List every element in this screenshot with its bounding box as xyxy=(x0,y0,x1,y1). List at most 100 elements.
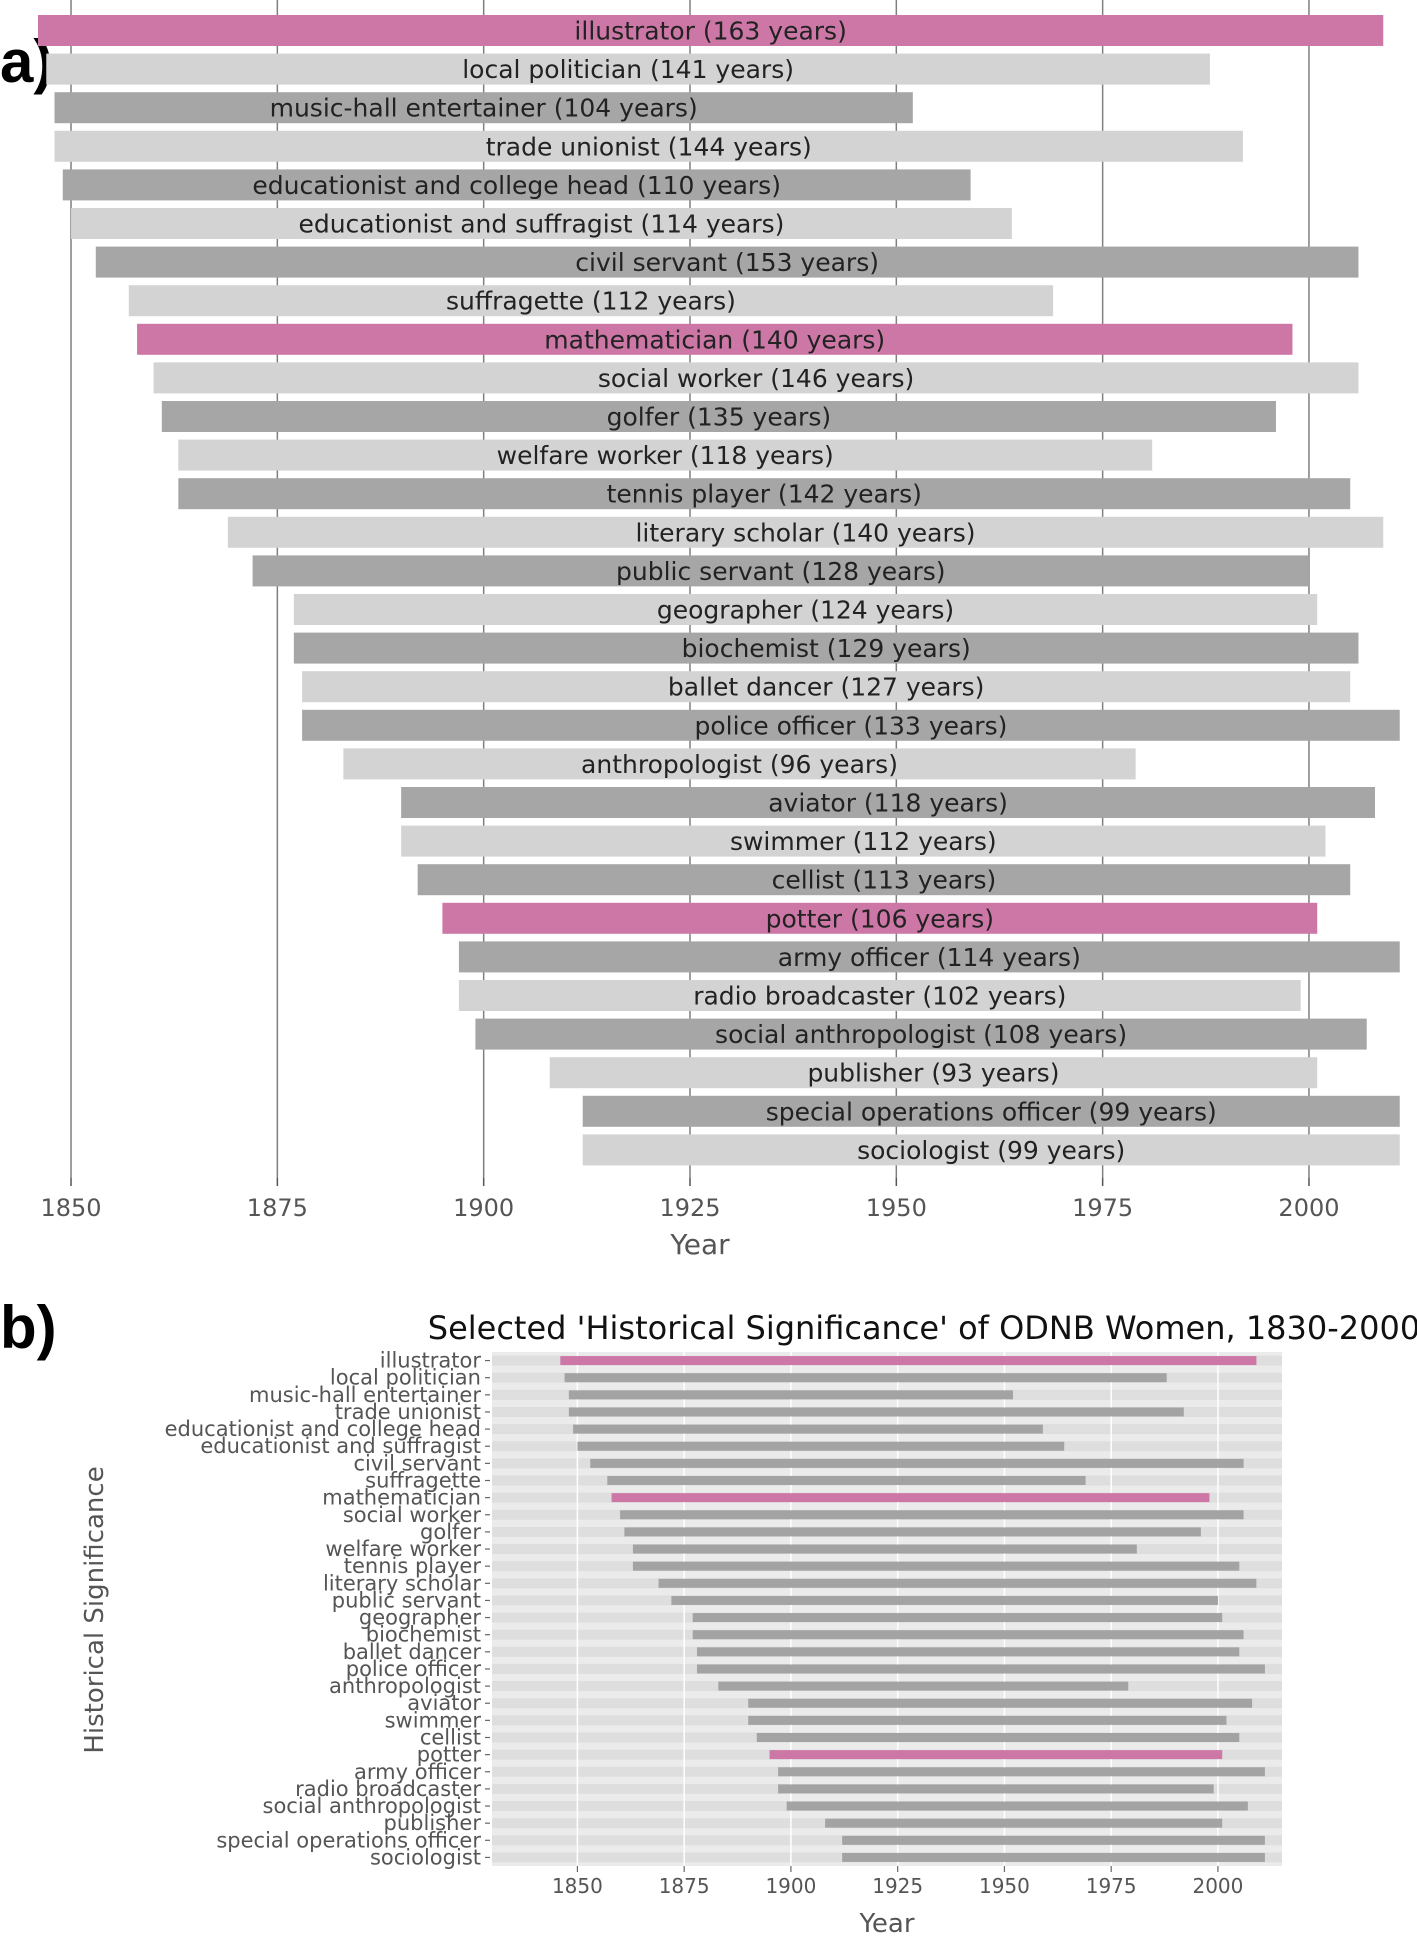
panel-a-bar-label-mathematician: mathematician (140 years) xyxy=(544,325,885,354)
panel-a-bars: illustrator (163 years) local politician … xyxy=(38,15,1400,1166)
panel-a-bar-local-politician xyxy=(46,53,1210,85)
panel-a-bar-mathematician xyxy=(137,323,1293,355)
panel-b-x-axis-label: Year xyxy=(858,1909,914,1939)
panel-a-x-tick-1900: 1900 xyxy=(453,1194,514,1222)
panel-b-y-tick-civil-servant: civil servant xyxy=(354,1451,482,1475)
panel-b-segment-swimmer xyxy=(748,1715,1227,1725)
panel-b-y-tick-swimmer: swimmer xyxy=(385,1708,482,1732)
panel-a-bar-label-social-worker: social worker (146 years) xyxy=(598,364,914,393)
panel-a-bar-sociologist xyxy=(582,1134,1400,1166)
panel-b-y-tick-special-operations-officer: special operations officer xyxy=(216,1828,481,1852)
panel-b-segment-special-operations-officer xyxy=(842,1835,1265,1845)
panel-a-bar-label-ballet-dancer: ballet dancer (127 years) xyxy=(668,673,985,702)
panel-a-chart: a) illustrator (163 years)local politici… xyxy=(0,0,1400,1261)
panel-a-x-tick-1875: 1875 xyxy=(247,1194,308,1222)
panel-b-y-tick-tennis-player: tennis player xyxy=(344,1554,482,1578)
panel-b-segment-literary-scholar xyxy=(658,1578,1257,1588)
panel-b-y-tick-suffragette: suffragette xyxy=(365,1469,481,1493)
panel-a-bar-geographer xyxy=(293,594,1318,625)
panel-a-bar-label-geographer: geographer (124 years) xyxy=(657,596,954,625)
panel-b-segment-publisher xyxy=(825,1818,1223,1828)
panel-a-bar-educationist-and-suffragist xyxy=(71,208,1012,239)
panel-a-bar-radio-broadcaster xyxy=(458,980,1301,1011)
panel-b-y-tick-geographer: geographer xyxy=(359,1606,481,1630)
panel-b-segment-trade-unionist xyxy=(568,1407,1184,1417)
panel-b-segment-illustrator xyxy=(560,1356,1257,1366)
panel-b-y-tick-police-officer: police officer xyxy=(346,1657,482,1681)
panel-a-bar-ballet-dancer xyxy=(302,671,1351,703)
panel-a-x-tick-1850: 1850 xyxy=(40,1194,101,1222)
panel-a-bar-label-radio-broadcaster: radio broadcaster (102 years) xyxy=(693,982,1066,1011)
panel-a-bar-special-operations-officer xyxy=(582,1095,1400,1127)
panel-b-y-tick-aviator: aviator xyxy=(407,1691,481,1715)
panel-b-x-tick-1975: 1975 xyxy=(1086,1874,1137,1898)
panel-a-bar-anthropologist xyxy=(343,748,1136,780)
panel-b-segment-social-worker xyxy=(620,1510,1244,1520)
panel-b-segment-educationist-and-suffragist xyxy=(577,1441,1065,1451)
panel-b-y-tick-sociologist: sociologist xyxy=(370,1845,481,1869)
panel-b-x-ticks: 1850 1875 1900 1925 1950 1975 2000 xyxy=(552,1866,1243,1898)
panel-b-plot-background xyxy=(492,1352,1282,1866)
panel-a-bar-army-officer xyxy=(458,941,1400,973)
panel-a-bar-label-potter: potter (106 years) xyxy=(766,904,994,933)
panel-a-bar-music-hall-entertainer xyxy=(54,92,913,124)
panel-b-segment-public-servant xyxy=(671,1595,1218,1605)
panel-a-bar-public-servant xyxy=(252,555,1309,587)
panel-a-bar-social-anthropologist xyxy=(475,1018,1367,1050)
panel-b-y-tick-ballet-dancer: ballet dancer xyxy=(343,1640,482,1664)
panel-a-bar-label-special-operations-officer: special operations officer (99 years) xyxy=(766,1097,1217,1126)
panel-b-y-tick-welfare-worker: welfare worker xyxy=(325,1537,481,1561)
panel-b-title: Selected 'Historical Significance' of OD… xyxy=(428,1309,1417,1347)
panel-b-segment-tennis-player xyxy=(632,1561,1240,1571)
panel-b-y-tick-army-officer: army officer xyxy=(354,1760,481,1784)
panel-b-y-tick-social-anthropologist: social anthropologist xyxy=(263,1794,482,1818)
panel-a-bar-label-sociologist: sociologist (99 years) xyxy=(857,1136,1125,1165)
panel-b-segment-biochemist xyxy=(692,1630,1244,1640)
panel-a-bar-label-aviator: aviator (118 years) xyxy=(768,789,1008,818)
panel-a-bar-label-golfer: golfer (135 years) xyxy=(607,403,832,432)
panel-b-segment-sociologist xyxy=(842,1852,1265,1862)
panel-a-bar-aviator xyxy=(401,787,1375,818)
panel-a-bar-golfer xyxy=(161,401,1276,432)
panel-b-segments xyxy=(560,1356,1265,1862)
panel-a-bar-label-civil-servant: civil servant (153 years) xyxy=(575,248,879,277)
panel-a-bar-police-officer xyxy=(302,709,1400,741)
panel-a-x-tick-1925: 1925 xyxy=(659,1194,720,1222)
panel-b-segment-welfare-worker xyxy=(632,1544,1137,1554)
panel-b-segment-mathematician xyxy=(611,1493,1210,1503)
panel-a-bar-illustrator xyxy=(38,15,1384,46)
panel-a-bar-swimmer xyxy=(401,825,1326,857)
panel-a-bar-label-public-servant: public servant (128 years) xyxy=(616,557,946,586)
panel-b-y-tick-trade-unionist: trade unionist xyxy=(335,1400,481,1424)
panel-a-bar-label-biochemist: biochemist (129 years) xyxy=(682,634,971,663)
panel-a-bar-label-swimmer: swimmer (112 years) xyxy=(730,827,997,856)
panel-a-bar-cellist xyxy=(417,864,1351,896)
panel-b-y-tick-literary-scholar: literary scholar xyxy=(323,1571,481,1595)
panel-a-bar-label-suffragette: suffragette (112 years) xyxy=(446,287,736,316)
panel-a-x-axis-label: Year xyxy=(669,1228,730,1261)
panel-a-bar-trade-unionist xyxy=(54,130,1243,162)
panel-a-bar-label-educationist-and-suffragist: educationist and suffragist (114 years) xyxy=(298,210,784,239)
panel-a-bar-label-local-politician: local politician (141 years) xyxy=(462,55,794,84)
panel-b-segment-aviator xyxy=(748,1698,1253,1708)
panel-a-bar-label-tennis-player: tennis player (142 years) xyxy=(607,480,922,509)
panel-b-segment-army-officer xyxy=(778,1767,1265,1777)
panel-a-x-ticks: 1850 1875 1900 1925 1950 1975 2000 xyxy=(40,1178,1340,1222)
panel-a-bar-suffragette xyxy=(128,285,1054,317)
panel-b-y-tick-publisher: publisher xyxy=(384,1811,482,1835)
panel-b-y-tick-mathematician: mathematician xyxy=(322,1486,481,1510)
panel-a-bar-potter xyxy=(442,902,1318,934)
panel-a-bar-tennis-player xyxy=(178,478,1351,510)
panel-b-letter: b) xyxy=(0,1294,57,1361)
panel-a-bar-label-social-anthropologist: social anthropologist (108 years) xyxy=(715,1020,1127,1049)
panel-b-segment-suffragette xyxy=(607,1476,1086,1485)
panel-b-x-tick-1850: 1850 xyxy=(552,1874,603,1898)
panel-b-y-tick-social-worker: social worker xyxy=(343,1503,482,1527)
panel-b-y-tick-local-politician: local politician xyxy=(330,1366,481,1390)
panel-b-y-tick-golfer: golfer xyxy=(420,1520,481,1544)
panel-a-bar-biochemist xyxy=(293,632,1359,664)
panel-a-bar-label-illustrator: illustrator (163 years) xyxy=(574,17,846,46)
panel-b-x-tick-2000: 2000 xyxy=(1192,1874,1243,1898)
panel-a-bar-literary-scholar xyxy=(227,516,1384,548)
